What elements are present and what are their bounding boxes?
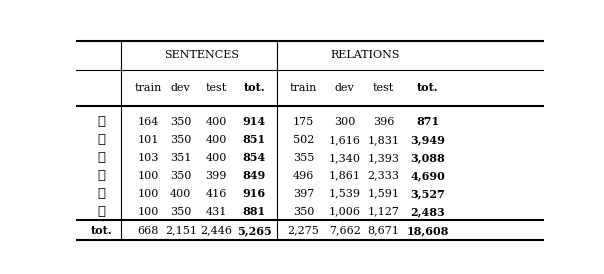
Text: 854: 854 — [243, 152, 266, 163]
Text: 8,671: 8,671 — [368, 226, 399, 236]
Text: 100: 100 — [137, 171, 159, 181]
Text: 📖: 📖 — [97, 187, 105, 200]
Text: 1,393: 1,393 — [367, 153, 399, 163]
Text: 5,265: 5,265 — [237, 225, 272, 236]
Text: 1,861: 1,861 — [329, 171, 361, 181]
Text: 350: 350 — [170, 135, 191, 145]
Text: 400: 400 — [170, 189, 191, 199]
Text: tot.: tot. — [243, 82, 265, 93]
Text: 914: 914 — [243, 116, 266, 127]
Text: 496: 496 — [293, 171, 314, 181]
Text: 1,539: 1,539 — [329, 189, 361, 199]
Text: 300: 300 — [334, 117, 355, 127]
Text: 1,616: 1,616 — [329, 135, 361, 145]
Text: 2,483: 2,483 — [410, 206, 445, 217]
Text: 3,949: 3,949 — [410, 134, 445, 145]
Text: 1,340: 1,340 — [329, 153, 361, 163]
Text: 849: 849 — [243, 170, 266, 181]
Text: dev: dev — [335, 83, 355, 93]
Text: 1,831: 1,831 — [367, 135, 399, 145]
Text: 18,608: 18,608 — [406, 225, 449, 236]
Text: 396: 396 — [373, 117, 394, 127]
Text: 🏛: 🏛 — [97, 133, 105, 146]
Text: 3,527: 3,527 — [410, 188, 445, 199]
Text: 400: 400 — [205, 153, 226, 163]
Text: 164: 164 — [137, 117, 159, 127]
Text: 851: 851 — [243, 134, 266, 145]
Text: RELATIONS: RELATIONS — [331, 50, 400, 60]
Text: 175: 175 — [293, 117, 314, 127]
Text: 502: 502 — [293, 135, 314, 145]
Text: 103: 103 — [137, 153, 159, 163]
Text: 🤖: 🤖 — [97, 205, 105, 218]
Text: test: test — [373, 83, 394, 93]
Text: 350: 350 — [293, 207, 314, 216]
Text: 101: 101 — [137, 135, 159, 145]
Text: 1,006: 1,006 — [329, 207, 361, 216]
Text: tot.: tot. — [417, 82, 439, 93]
Text: 2,446: 2,446 — [200, 226, 232, 236]
Text: 351: 351 — [170, 153, 191, 163]
Text: dev: dev — [171, 83, 191, 93]
Text: 1,127: 1,127 — [368, 207, 399, 216]
Text: 2,275: 2,275 — [288, 226, 320, 236]
Text: 100: 100 — [137, 189, 159, 199]
Text: 400: 400 — [205, 117, 226, 127]
Text: 416: 416 — [205, 189, 226, 199]
Text: 399: 399 — [205, 171, 226, 181]
Text: 350: 350 — [170, 117, 191, 127]
Text: 397: 397 — [293, 189, 314, 199]
Text: 916: 916 — [243, 188, 266, 199]
Text: 2,333: 2,333 — [367, 171, 399, 181]
Text: 3,088: 3,088 — [410, 152, 445, 163]
Text: 881: 881 — [243, 206, 266, 217]
Text: 🗞: 🗞 — [97, 115, 105, 129]
Text: 355: 355 — [293, 153, 314, 163]
Text: 4,690: 4,690 — [410, 170, 445, 181]
Text: 431: 431 — [205, 207, 226, 216]
Text: tot.: tot. — [91, 225, 112, 236]
Text: 7,662: 7,662 — [329, 226, 361, 236]
Text: 871: 871 — [416, 116, 439, 127]
Text: test: test — [205, 83, 226, 93]
Text: 350: 350 — [170, 207, 191, 216]
Text: 🌿: 🌿 — [97, 151, 105, 164]
Text: 2,151: 2,151 — [165, 226, 197, 236]
Text: 668: 668 — [137, 226, 159, 236]
Text: 400: 400 — [205, 135, 226, 145]
Text: 1,591: 1,591 — [367, 189, 399, 199]
Text: train: train — [290, 83, 317, 93]
Text: train: train — [134, 83, 162, 93]
Text: SENTENCES: SENTENCES — [164, 50, 239, 60]
Text: 100: 100 — [137, 207, 159, 216]
Text: 350: 350 — [170, 171, 191, 181]
Text: 🎵: 🎵 — [97, 169, 105, 182]
